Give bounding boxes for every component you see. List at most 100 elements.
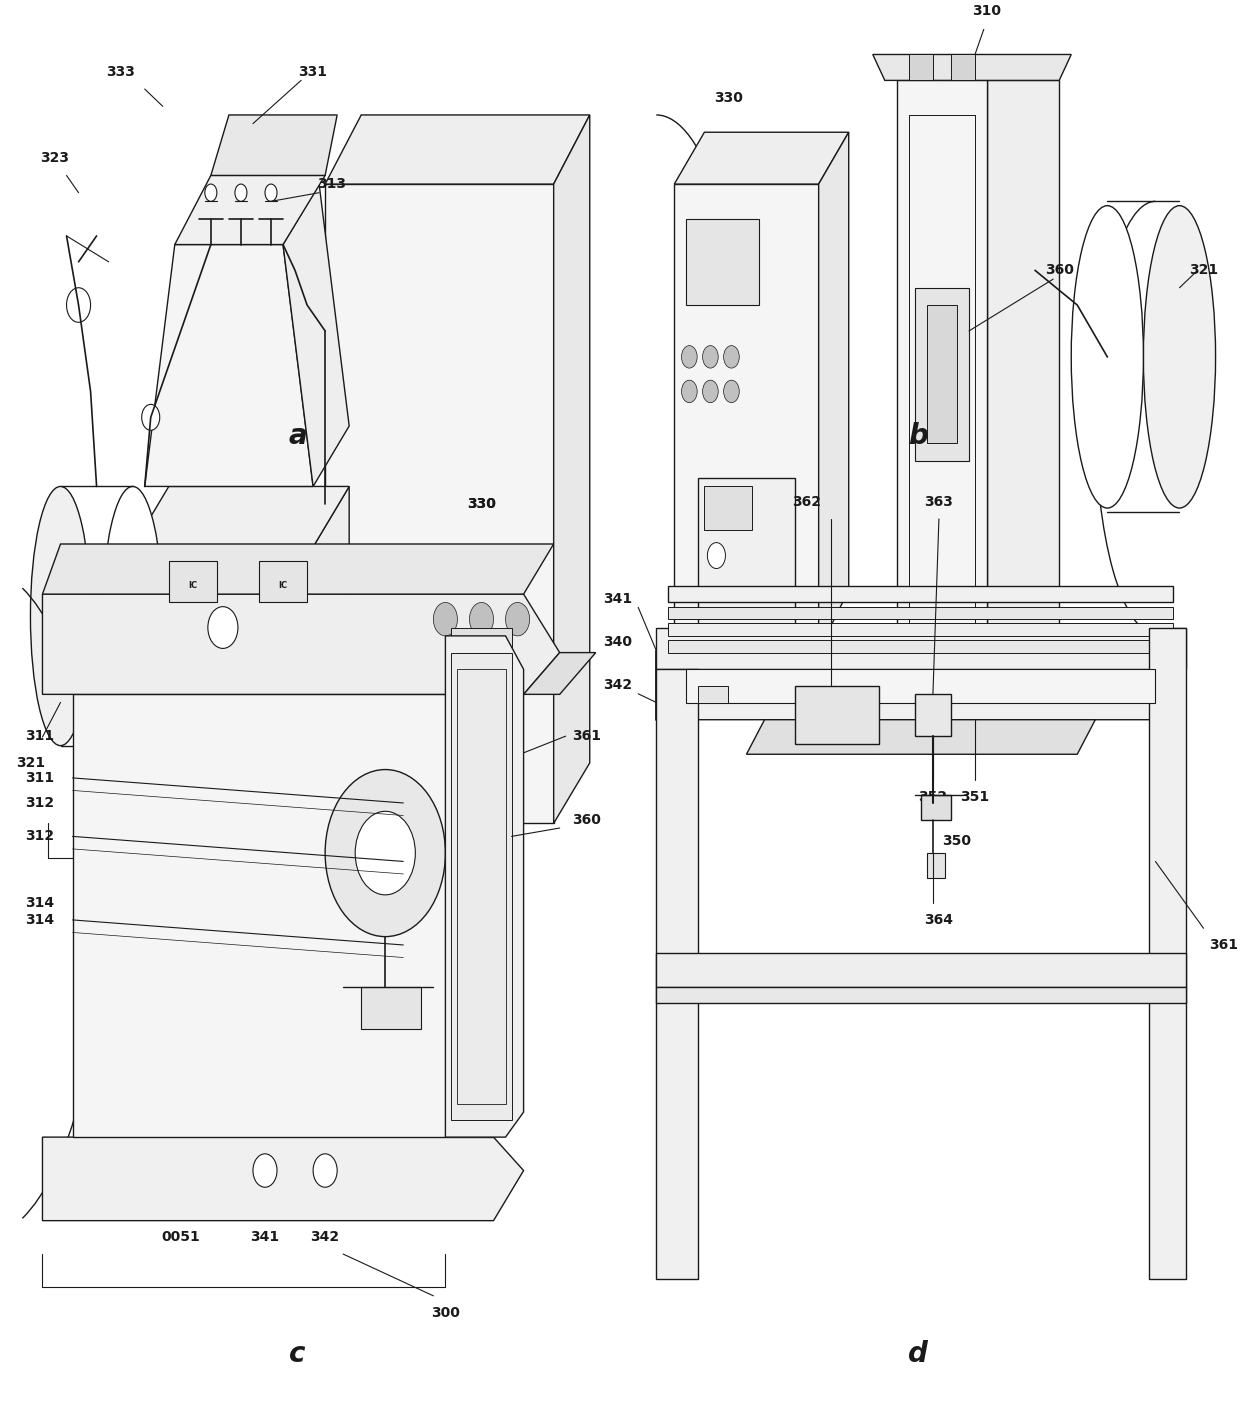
Polygon shape [133,547,312,805]
Bar [668,607,1173,620]
Text: 312: 312 [25,795,55,810]
Text: IC: IC [279,581,288,590]
Bar [451,627,512,670]
Polygon shape [656,651,1185,685]
Circle shape [67,288,91,323]
Circle shape [141,404,160,430]
Bar [915,288,968,460]
Bar [451,653,512,1121]
Text: 0051: 0051 [161,1231,200,1244]
Polygon shape [656,685,1185,720]
Polygon shape [698,478,795,651]
Text: 332: 332 [227,851,255,865]
Polygon shape [283,184,350,487]
Circle shape [223,660,283,745]
Text: 314: 314 [25,897,55,910]
Bar [795,685,879,744]
Text: 333: 333 [107,64,135,79]
Bar [951,54,975,80]
Polygon shape [523,653,595,694]
Ellipse shape [1143,206,1215,508]
Circle shape [682,380,697,403]
Polygon shape [42,1137,523,1221]
Polygon shape [897,80,987,651]
Circle shape [312,1154,337,1187]
Text: 321: 321 [16,755,45,770]
Text: 364: 364 [925,912,954,927]
Text: 361: 361 [572,730,600,743]
Text: 320: 320 [118,902,148,917]
Bar [687,218,759,306]
Bar [458,670,506,1104]
Text: 342: 342 [603,678,632,693]
Text: d: d [908,1339,928,1368]
Text: 363: 363 [925,496,954,510]
Bar [656,954,1185,987]
Polygon shape [553,114,590,824]
Text: 322: 322 [154,851,184,865]
Polygon shape [145,244,312,487]
Circle shape [205,184,217,201]
Text: 360: 360 [1045,263,1074,277]
Text: 312: 312 [25,830,55,844]
Circle shape [156,660,217,745]
Circle shape [253,1154,277,1187]
Circle shape [703,380,718,403]
Text: 361: 361 [1209,938,1239,952]
Bar [668,640,1173,653]
Text: 340: 340 [603,635,632,648]
Text: 311: 311 [25,730,55,743]
Polygon shape [175,176,325,244]
Polygon shape [445,635,523,1137]
Bar [656,670,698,1279]
Text: 341: 341 [250,1231,279,1244]
Bar [668,585,1173,603]
Bar [656,627,1185,670]
Bar [909,54,932,80]
Text: 323: 323 [40,151,69,166]
Circle shape [724,380,739,403]
Circle shape [682,346,697,368]
Bar [145,615,301,788]
Circle shape [703,346,718,368]
Text: 313: 313 [316,177,346,191]
Ellipse shape [1071,206,1143,508]
Circle shape [724,346,739,368]
Polygon shape [675,133,848,184]
Bar [926,853,945,878]
Text: 342: 342 [310,1231,340,1244]
Polygon shape [818,133,848,651]
Text: 330: 330 [467,497,496,511]
Polygon shape [133,487,350,547]
Text: IC: IC [188,581,197,590]
Circle shape [234,184,247,201]
Polygon shape [987,80,1059,651]
Text: 330: 330 [467,497,496,511]
Polygon shape [72,694,494,1137]
Text: 331: 331 [299,64,327,79]
Text: 352: 352 [919,791,947,804]
Text: 341: 341 [603,591,632,605]
Polygon shape [325,114,590,184]
Circle shape [470,603,494,635]
Polygon shape [325,184,553,824]
Bar [668,624,1173,635]
Polygon shape [675,184,818,651]
Text: 311: 311 [25,771,55,785]
Bar [926,306,957,443]
Circle shape [506,603,529,635]
Circle shape [265,184,277,201]
Bar [656,987,1185,1004]
Text: 321: 321 [1189,263,1218,277]
Polygon shape [312,487,350,805]
Polygon shape [42,544,553,594]
Bar [169,561,217,603]
Bar [1149,627,1185,1279]
Bar [921,794,951,820]
Ellipse shape [31,487,91,745]
Bar [259,561,308,603]
Text: 351: 351 [961,791,990,804]
Text: 330: 330 [714,90,743,104]
Polygon shape [873,54,1071,80]
Text: 314: 314 [25,912,55,927]
